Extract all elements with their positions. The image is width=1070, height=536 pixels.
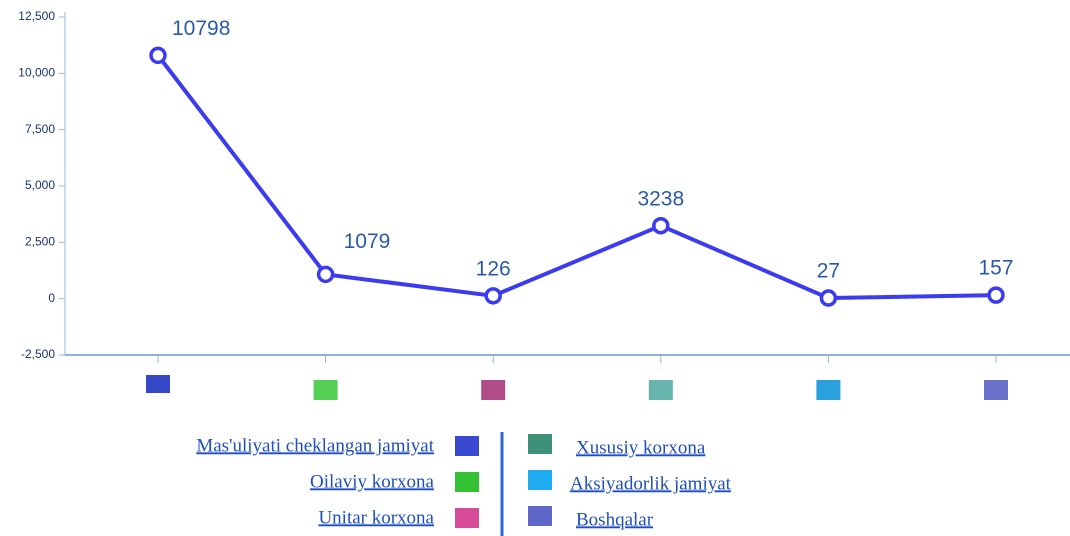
legend-label: Unitar korxona	[318, 507, 434, 528]
legend-swatch	[528, 506, 552, 526]
legend-swatch	[455, 472, 479, 492]
data-point	[316, 265, 335, 284]
category-swatch	[481, 380, 506, 400]
legend-label: Aksiyadorlik jamiyat	[570, 473, 732, 494]
legend-label: Xususiy korxona	[576, 437, 706, 458]
y-tick-label: 2,500	[25, 235, 55, 249]
legend-label: Oilaviy korxona	[310, 471, 435, 492]
data-label: 10798	[172, 17, 230, 40]
category-swatch	[146, 375, 170, 393]
data-label: 126	[476, 257, 511, 280]
y-tick-label: 7,500	[25, 122, 55, 136]
legend-swatch	[455, 508, 479, 528]
data-label: 157	[978, 257, 1013, 280]
category-swatch	[984, 380, 1008, 400]
data-label: 3238	[637, 187, 684, 210]
data-label: 1079	[344, 230, 391, 253]
legend-swatch	[528, 470, 552, 490]
y-tick-label: 5,000	[25, 178, 55, 192]
data-label: 27	[817, 260, 840, 283]
legend-label: Boshqalar	[576, 509, 654, 530]
y-tick-label: 10,000	[18, 66, 55, 80]
y-tick-label: -2,500	[21, 347, 55, 361]
legend-label: Mas'uliyati cheklangan jamiyat	[196, 435, 434, 456]
y-tick-label: 12,500	[18, 9, 55, 23]
data-point	[484, 287, 502, 305]
y-tick-label: 0	[48, 291, 55, 305]
legend-swatch	[528, 434, 552, 454]
data-point	[149, 46, 167, 65]
data-point	[987, 286, 1005, 304]
category-swatch	[313, 380, 338, 400]
category-swatch	[816, 380, 841, 400]
data-point	[652, 216, 670, 235]
data-point	[819, 289, 838, 307]
category-swatch	[648, 380, 673, 400]
legend-swatch	[455, 436, 479, 456]
line-series	[156, 54, 997, 301]
